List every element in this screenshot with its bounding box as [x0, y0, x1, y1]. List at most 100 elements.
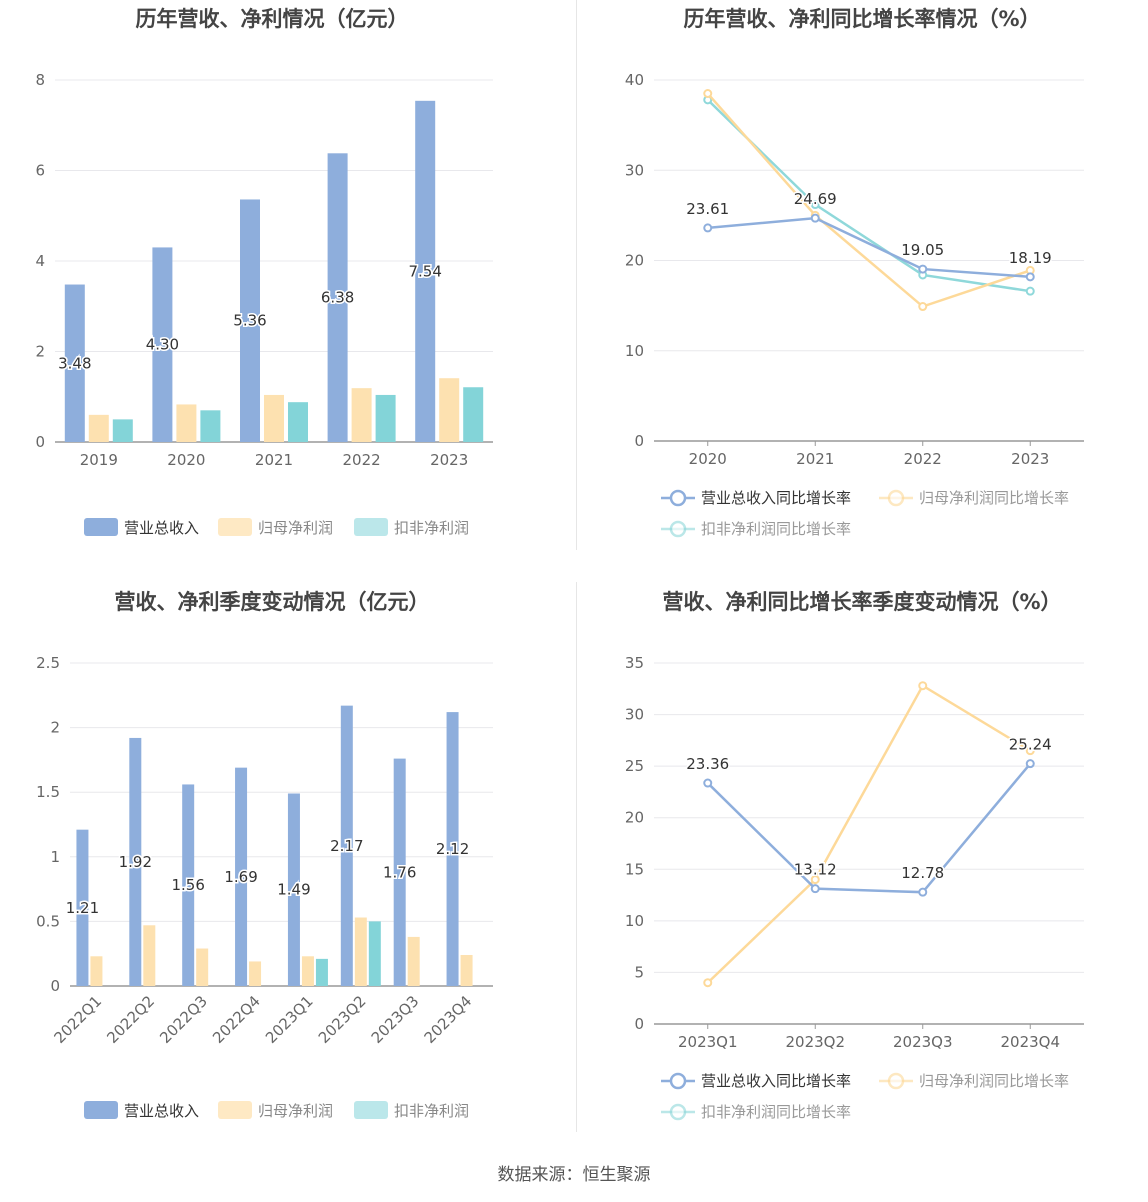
legend-marker: [887, 489, 905, 507]
legend-label: 营业总收入同比增长率: [701, 489, 851, 507]
y-tick-label: 35: [625, 654, 644, 672]
chart-svg: 营收、净利同比增长率季度变动情况（%） 0 5 10 15 20 25 30 35 2023Q1 2…: [625, 590, 1084, 1121]
bar-value-label: 3.48: [58, 354, 91, 372]
bar: [200, 410, 221, 442]
legend-marker: [887, 1072, 905, 1090]
bar: [460, 954, 473, 986]
y-tick-label: 8: [35, 71, 45, 89]
chart-title: 营收、净利同比增长率季度变动情况（%）: [662, 590, 1061, 614]
x-tick-label: 2020: [167, 451, 205, 469]
legend-item: 营业总收入同比增长率: [661, 489, 851, 507]
chart-title: 历年营收、净利情况（亿元）: [136, 7, 409, 31]
legend-label: 扣非净利润同比增长率: [701, 1103, 851, 1121]
x-tick-label: 2023Q1: [678, 1033, 738, 1051]
chart-svg: 历年营收、净利情况（亿元） 0 2 4 6 8 2019 3.48 2020 4.30 2021 5.…: [35, 7, 493, 537]
y-tick-label: 0.5: [36, 912, 60, 930]
data-point: [918, 302, 928, 312]
data-point: [918, 681, 928, 691]
x-tick-label: 2020: [689, 450, 727, 468]
annual-growth-rate-chart: 历年营收、净利同比增长率情况（%） 0 10 20 30 40 2020 2021 2022 20…: [577, 0, 1148, 560]
x-tick-label: 2021: [255, 451, 293, 469]
legend-label: 营业总收入同比增长率: [701, 1072, 851, 1090]
x-tick-label: 2023: [430, 451, 468, 469]
legend-marker: [669, 1072, 687, 1090]
chart-svg: 历年营收、净利同比增长率情况（%） 0 10 20 30 40 2020 2021 2022 20…: [625, 7, 1084, 538]
bar: [90, 956, 103, 986]
series-line: [706, 98, 1031, 293]
bar: [463, 387, 484, 442]
data-value-label: 19.05: [901, 241, 944, 259]
bar-value-label: 2.12: [436, 840, 469, 858]
bar: [240, 199, 260, 442]
data-value-label: 23.61: [686, 200, 729, 218]
bar: [196, 948, 209, 986]
data-value-label: 12.78: [901, 864, 944, 882]
legend-label: 归母净利润: [258, 1102, 333, 1120]
legend-marker: [669, 520, 687, 538]
y-tick-label: 15: [625, 860, 644, 878]
y-tick-label: 0: [35, 433, 45, 451]
data-point: [1025, 272, 1035, 282]
legend-item: 扣非净利润同比增长率: [661, 1103, 851, 1121]
data-point: [918, 887, 928, 897]
data-point: [703, 778, 713, 788]
x-tick-label: 2021: [796, 450, 834, 468]
bar: [112, 419, 133, 442]
legend-swatch: [84, 518, 118, 536]
y-tick-label: 2.5: [36, 654, 60, 672]
x-tick-label: 2023Q4: [1000, 1033, 1060, 1051]
series-line: [706, 92, 1031, 308]
bar-value-label: 1.76: [383, 863, 416, 881]
legend-label: 扣非净利润: [394, 1102, 469, 1120]
chart-title: 营收、净利季度变动情况（亿元）: [115, 590, 430, 614]
bar: [264, 394, 284, 442]
y-tick-label: 25: [625, 757, 644, 775]
y-tick-label: 40: [625, 71, 644, 89]
bar: [340, 705, 353, 986]
annual-revenue-profit-chart: 历年营收、净利情况（亿元） 0 2 4 6 8 2019 3.48 2020 4.30 2021 5.…: [0, 0, 576, 560]
legend-item: 扣非净利润同比增长率: [661, 520, 851, 538]
chart-svg: 营收、净利季度变动情况（亿元） 0 0.5 1 1.5 2 2.5 2022Q1 1.21 202…: [36, 590, 493, 1120]
bar: [76, 829, 89, 986]
y-tick-label: 0: [634, 432, 644, 450]
bar-value-label: 2.17: [330, 837, 363, 855]
y-tick-label: 30: [625, 161, 644, 179]
x-tick-label: 2022Q4: [209, 992, 264, 1047]
legend-label: 归母净利润同比增长率: [919, 489, 1069, 507]
data-point: [810, 884, 820, 894]
bar: [315, 958, 328, 986]
bar: [375, 394, 396, 442]
panel-divider-bottom: [576, 582, 577, 1132]
data-value-label: 13.12: [794, 861, 837, 879]
x-tick-label: 2023Q3: [368, 992, 423, 1047]
legend-item: 归母净利润同比增长率: [879, 1072, 1069, 1090]
series-line: [706, 762, 1032, 894]
panel-divider-top: [576, 0, 577, 550]
bar: [235, 767, 248, 986]
data-point: [1025, 286, 1035, 296]
bar-value-label: 6.38: [321, 289, 354, 307]
legend-label: 营业总收入: [124, 519, 199, 537]
y-tick-label: 0: [634, 1015, 644, 1033]
bar-value-label: 1.56: [171, 876, 204, 894]
x-tick-label: 2022Q1: [50, 992, 105, 1047]
y-tick-label: 6: [35, 162, 45, 180]
x-tick-label: 2019: [80, 451, 118, 469]
data-point: [703, 89, 713, 99]
data-point: [1025, 746, 1035, 756]
bar: [287, 793, 300, 986]
legend-item: 归母净利润同比增长率: [879, 489, 1069, 507]
legend-swatch: [354, 518, 388, 536]
x-tick-label: 2022Q2: [103, 992, 158, 1047]
bar: [152, 247, 173, 442]
quarterly-revenue-profit-chart: 营收、净利季度变动情况（亿元） 0 0.5 1 1.5 2 2.5 2022Q1 1.21 202…: [0, 583, 576, 1143]
bar-value-label: 4.30: [146, 336, 179, 354]
y-tick-label: 20: [625, 809, 644, 827]
x-tick-label: 2022: [343, 451, 381, 469]
bar: [249, 961, 262, 986]
legend-swatch: [218, 518, 252, 536]
bar: [64, 284, 85, 442]
legend-label: 归母净利润: [258, 519, 333, 537]
x-tick-label: 2023Q1: [262, 992, 317, 1047]
data-point: [703, 223, 713, 233]
